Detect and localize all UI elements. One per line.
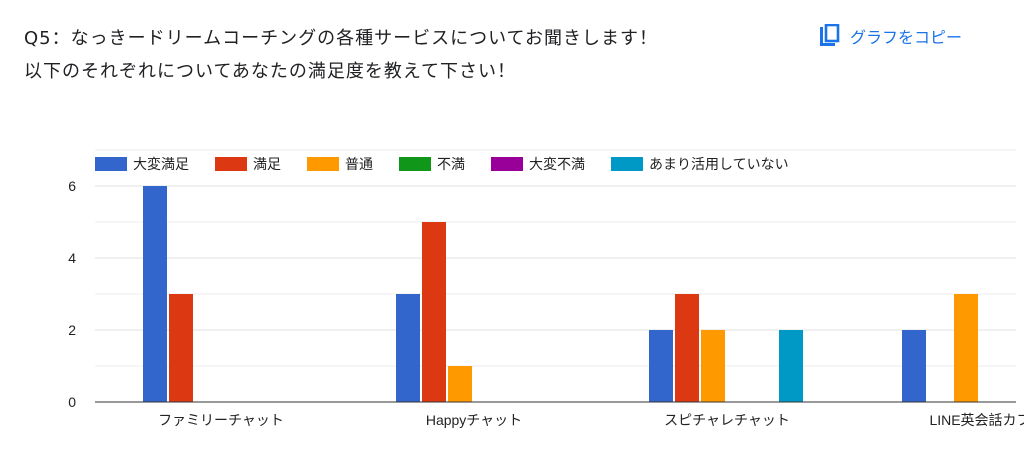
bar — [396, 294, 420, 402]
legend-swatch — [95, 157, 127, 171]
bar — [902, 330, 926, 402]
x-tick-label: LINE英会話カフ — [929, 412, 1024, 428]
legend-label: あまり活用していない — [649, 156, 789, 172]
y-tick-label: 0 — [68, 394, 76, 410]
legend-swatch — [611, 157, 643, 171]
legend-label: 大変不満 — [529, 156, 585, 172]
legend-swatch — [491, 157, 523, 171]
bar — [169, 294, 193, 402]
x-tick-label: ファミリーチャット — [158, 412, 284, 428]
y-tick-label: 6 — [68, 178, 76, 194]
bar — [675, 294, 699, 402]
bar — [779, 330, 803, 402]
question-line-1: Q5：なっきードリームコーチングの各種サービスについてお聞きします！ — [24, 28, 658, 49]
legend-swatch — [307, 157, 339, 171]
legend-label: 普通 — [345, 156, 373, 172]
copy-chart-label: グラフをコピー — [850, 28, 963, 47]
copy-icon — [820, 24, 840, 46]
legend-label: 不満 — [437, 156, 465, 172]
x-tick-label: Happyチャット — [426, 412, 522, 428]
bar — [143, 186, 167, 402]
bar — [448, 366, 472, 402]
bar — [701, 330, 725, 402]
legend-swatch — [399, 157, 431, 171]
y-tick-label: 4 — [68, 250, 76, 266]
copy-chart-button[interactable]: グラフをコピー — [818, 20, 962, 52]
legend-label: 大変満足 — [133, 156, 189, 172]
legend-swatch — [215, 157, 247, 171]
question-line-2: 以下のそれぞれについてあなたの満足度を教えて下さい！ — [24, 61, 517, 82]
x-tick-label: スピチャレチャット — [664, 412, 790, 428]
legend-label: 満足 — [253, 156, 281, 172]
question-text: Q5：なっきードリームコーチングの各種サービスについてお聞きします！ 以下のそれ… — [24, 22, 784, 88]
bar — [649, 330, 673, 402]
bar — [422, 222, 446, 402]
bar-chart: 0 2 4 6 ファミリーチャット Happyチャット スピチャレチャット LINE英会話カフ… — [68, 149, 1024, 428]
y-tick-label: 2 — [68, 322, 76, 338]
bar — [954, 294, 978, 402]
